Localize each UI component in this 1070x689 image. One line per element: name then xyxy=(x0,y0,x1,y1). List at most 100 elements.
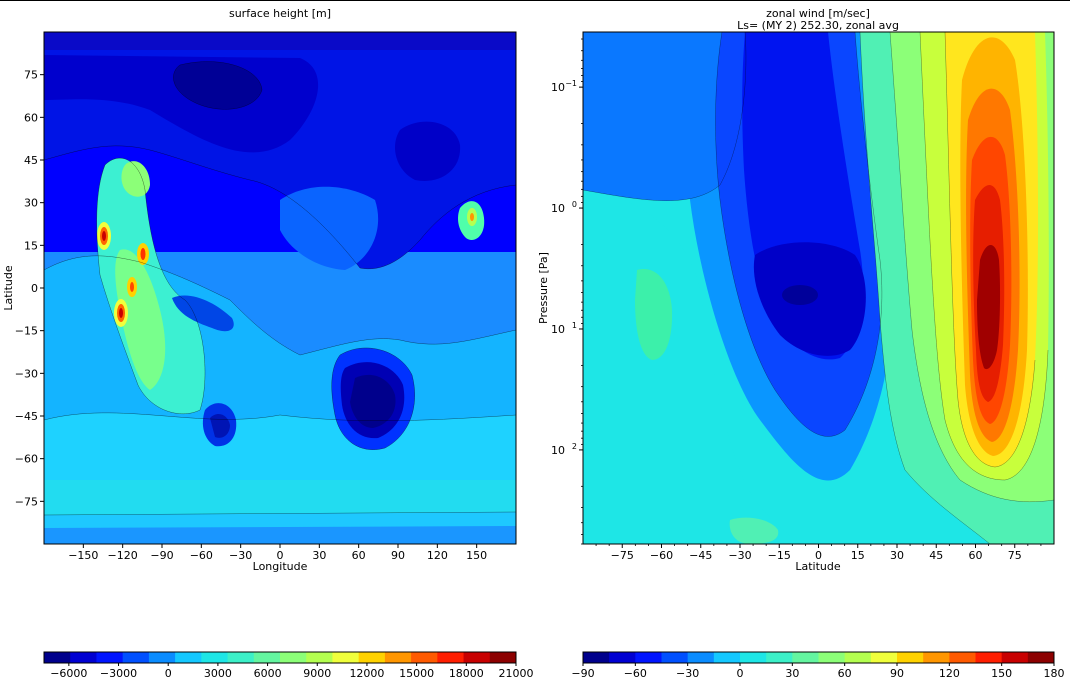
left-x-tick-label: 150 xyxy=(466,549,487,562)
right-colorbar-tick-label: 180 xyxy=(1044,667,1065,680)
right-colorbar-tick-label: 60 xyxy=(838,667,852,680)
right-colorbar-segment xyxy=(1001,652,1029,663)
left-colorbar-segment xyxy=(70,652,97,663)
left-x-tick-label: −150 xyxy=(68,549,98,562)
right-colorbar-segment xyxy=(609,652,636,663)
left-y-label: Latitude xyxy=(2,265,15,311)
right-x-tick-label: −75 xyxy=(611,549,634,562)
right-colorbar: −90 −60 −30 0 30 60 90 120 150 180 xyxy=(571,651,1065,680)
right-y-tick-base: 10 xyxy=(551,323,565,336)
left-colorbar-segment xyxy=(201,652,229,663)
left-y-tick-label: 45 xyxy=(24,154,38,167)
left-x-tick-label: −120 xyxy=(108,549,138,562)
left-colorbar-segment xyxy=(227,652,255,663)
right-x-tick-label: 30 xyxy=(890,549,904,562)
left-x-tick-label: −60 xyxy=(190,549,213,562)
left-colorbar-tick-label: 3000 xyxy=(204,667,232,680)
left-colorbar-tick-label: 18000 xyxy=(449,667,484,680)
left-y-tick-label: 30 xyxy=(24,197,38,210)
left-colorbar-segment xyxy=(437,652,465,663)
right-colorbar-segment xyxy=(975,652,1003,663)
left-x-axis: −150 −120 −90 −60 −30 0 30 60 90 120 150 xyxy=(68,544,487,562)
right-y-tick-label: 10 xyxy=(551,81,565,94)
right-x-tick-label: 45 xyxy=(929,549,943,562)
right-colorbar-tick-label: 90 xyxy=(890,667,904,680)
surface-height-panel: surface height [m] xyxy=(2,7,517,573)
right-x-tick-label: −30 xyxy=(728,549,751,562)
right-y-tick-base: 10 xyxy=(551,444,565,457)
right-x-tick-label: 15 xyxy=(851,549,865,562)
left-colorbar-segment xyxy=(463,652,491,663)
left-y-tick-label: −15 xyxy=(15,325,38,338)
left-y-tick-label: −45 xyxy=(15,410,38,423)
left-colorbar-segment xyxy=(332,652,360,663)
left-x-tick-label: −30 xyxy=(229,549,252,562)
left-y-tick-label: −75 xyxy=(15,495,38,508)
right-colorbar-tick-label: 120 xyxy=(939,667,960,680)
right-colorbar-tick-label: 150 xyxy=(991,667,1012,680)
left-colorbar-segment xyxy=(175,652,202,663)
left-colorbar-frame xyxy=(43,651,517,664)
right-y-tick-label: 10 xyxy=(551,323,565,336)
right-y-tick-label: 10 xyxy=(551,444,565,457)
right-colorbar-segment xyxy=(583,652,610,663)
zonal-wind-panel: zonal wind [m/sec] Ls= (MY 2) 252.30, zo… xyxy=(537,7,1055,573)
right-x-tick-label: −15 xyxy=(768,549,791,562)
left-colorbar-tick-label: 15000 xyxy=(399,667,434,680)
left-colorbar-tick-label: −6000 xyxy=(50,667,87,680)
right-colorbar-segment xyxy=(1027,652,1055,663)
right-colorbar-tick-label: 30 xyxy=(785,667,799,680)
right-colorbar-tick-label: −60 xyxy=(624,667,647,680)
left-colorbar-segment xyxy=(148,652,176,663)
left-colorbar-tick-label: −3000 xyxy=(100,667,137,680)
left-colorbar-tick-label: 21000 xyxy=(499,667,534,680)
right-x-tick-label: 75 xyxy=(1008,549,1022,562)
right-colorbar-segment xyxy=(661,652,689,663)
left-x-tick-label: 30 xyxy=(312,549,326,562)
left-plot-area xyxy=(44,32,516,544)
left-colorbar-segment xyxy=(358,652,386,663)
right-colorbar-segment xyxy=(923,652,950,663)
right-colorbar-segment xyxy=(844,652,872,663)
left-y-tick-label: 15 xyxy=(24,239,38,252)
right-colorbar-segment xyxy=(713,652,741,663)
left-colorbar-segment xyxy=(384,652,412,663)
right-y-tick-exp: 0 xyxy=(572,200,577,209)
right-colorbar-tick-label: −90 xyxy=(571,667,594,680)
left-colorbar-tick-label: 6000 xyxy=(254,667,282,680)
left-colorbar-segment xyxy=(411,652,438,663)
left-y-axis: 75 60 45 30 15 0 −15 −30 −45 −60 −75 xyxy=(15,69,44,508)
left-y-tick-label: 75 xyxy=(24,69,38,82)
right-colorbar-segment xyxy=(687,652,715,663)
left-x-tick-label: 60 xyxy=(352,549,366,562)
right-x-tick-label: 60 xyxy=(969,549,983,562)
left-x-label: Longitude xyxy=(253,560,308,573)
left-x-tick-label: 0 xyxy=(277,549,284,562)
left-colorbar-segment xyxy=(44,652,71,663)
right-x-label: Latitude xyxy=(795,560,841,573)
right-colorbar-frame xyxy=(582,651,1055,664)
left-colorbar-segment xyxy=(280,652,307,663)
right-colorbar-segment xyxy=(792,652,819,663)
left-colorbar-segment xyxy=(122,652,150,663)
right-y-tick-base: 10 xyxy=(551,81,565,94)
left-y-tick-label: −30 xyxy=(15,367,38,380)
left-colorbar: −6000 −3000 0 3000 6000 9000 12000 15000 18000 21… xyxy=(43,651,534,680)
right-y-label: Pressure [Pa] xyxy=(537,252,550,324)
right-chart-title: zonal wind [m/sec] xyxy=(766,7,870,20)
right-colorbar-segment xyxy=(740,652,767,663)
right-y-tick-label: 10 xyxy=(551,202,565,215)
left-y-tick-label: 60 xyxy=(24,111,38,124)
right-y-tick-base: 10 xyxy=(551,202,565,215)
right-colorbar-segment xyxy=(870,652,898,663)
right-colorbar-segment xyxy=(897,652,924,663)
right-colorbar-segment xyxy=(949,652,976,663)
right-colorbar-segment xyxy=(766,652,793,663)
right-x-tick-label: −45 xyxy=(689,549,712,562)
left-x-tick-label: −90 xyxy=(150,549,173,562)
left-colorbar-segment xyxy=(306,652,333,663)
right-colorbar-tick-label: −30 xyxy=(676,667,699,680)
top-border xyxy=(0,0,1070,1)
left-x-tick-label: 90 xyxy=(391,549,405,562)
